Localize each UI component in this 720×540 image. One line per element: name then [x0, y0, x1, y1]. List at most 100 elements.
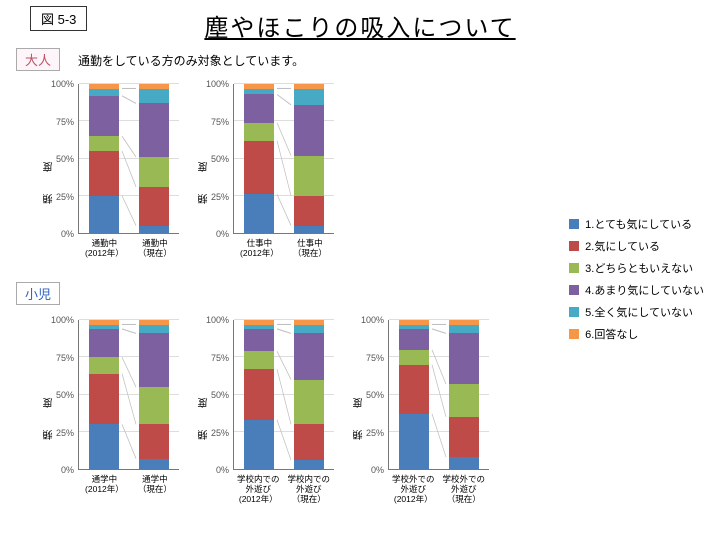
bar-segment: [89, 357, 119, 373]
subnote: 通勤をしている方のみ対象としています。: [78, 52, 304, 69]
legend-swatch: [569, 285, 579, 295]
xlabel: 仕事中 (2012年）: [240, 238, 279, 272]
ytick: 100%: [40, 315, 74, 325]
ytick: 25%: [40, 192, 74, 202]
xlabels: 通勤中 (2012年） 通勤中 （現在）: [78, 238, 179, 272]
bar-segment: [294, 105, 324, 156]
plot-area: [233, 84, 334, 234]
bar-segment: [244, 194, 274, 233]
bar-segment: [89, 424, 119, 469]
ytick: 75%: [195, 117, 229, 127]
legend: 1.とても気にしている 2.気にしている 3.どちらともいえない 4.あまり気にしてい…: [569, 210, 704, 348]
ytick: 50%: [350, 390, 384, 400]
plot-area: [78, 320, 179, 470]
legend-swatch: [569, 219, 579, 229]
xlabel: 学校内での外遊び （現在）: [284, 474, 335, 508]
bar-segment: [399, 329, 429, 350]
chart-adult-commute: 頻 度0%25%50%75%100%通勤中 (2012年）通勤中 （現在）: [40, 72, 185, 272]
bar-segment: [139, 187, 169, 226]
bar-segment: [244, 123, 274, 141]
legend-label: 3.どちらともいえない: [585, 260, 693, 276]
legend-label: 5.全く気にしていない: [585, 304, 693, 320]
xlabels: 仕事中 (2012年） 仕事中 （現在）: [233, 238, 334, 272]
bar-segment: [449, 325, 479, 334]
stacked-bar: [139, 84, 169, 233]
bar-segment: [89, 196, 119, 233]
bar-segment: [449, 333, 479, 384]
ytick: 100%: [40, 79, 74, 89]
bar-segment: [294, 460, 324, 469]
ytick: 50%: [195, 390, 229, 400]
ytick: 0%: [195, 229, 229, 239]
ytick: 75%: [40, 117, 74, 127]
bar-segment: [139, 387, 169, 424]
ytick: 25%: [195, 192, 229, 202]
ytick: 50%: [195, 154, 229, 164]
group-badge-adult: 大人: [16, 48, 60, 71]
ytick: 0%: [195, 465, 229, 475]
stacked-bar: [139, 320, 169, 469]
chart-child-outside: 頻 度0%25%50%75%100%学校外での外遊び (2012年）学校外での外…: [350, 308, 495, 508]
plot-area: [388, 320, 489, 470]
ytick: 0%: [40, 465, 74, 475]
bar-segment: [89, 151, 119, 196]
bar-segment: [294, 196, 324, 226]
ytick: 25%: [350, 428, 384, 438]
xlabel: 通学中 （現在）: [138, 474, 172, 508]
bar-segment: [139, 424, 169, 458]
bar-segment: [244, 141, 274, 195]
bar-segment: [139, 333, 169, 387]
xlabels: 学校内での外遊び (2012年）学校内での外遊び （現在）: [233, 474, 334, 508]
bar-segment: [294, 380, 324, 425]
bar-segment: [139, 89, 169, 104]
chart-adult-work: 頻 度0%25%50%75%100%仕事中 (2012年）仕事中 （現在）: [195, 72, 340, 272]
plot-area: [78, 84, 179, 234]
chart-child-commute: 頻 度0%25%50%75%100%通学中 (2012年）通学中 （現在）: [40, 308, 185, 508]
bar-segment: [139, 157, 169, 187]
stacked-bar: [294, 320, 324, 469]
ytick: 50%: [40, 390, 74, 400]
bar-segment: [89, 89, 119, 96]
xlabel: 通勤中 (2012年）: [85, 238, 124, 272]
legend-item: 3.どちらともいえない: [569, 260, 704, 276]
bar-segment: [89, 136, 119, 151]
ytick: 75%: [40, 353, 74, 363]
legend-label: 2.気にしている: [585, 238, 660, 254]
bar-segment: [294, 89, 324, 105]
ytick: 100%: [195, 79, 229, 89]
bar-segment: [399, 350, 429, 365]
page-title: 塵やほこりの吸入について: [0, 8, 720, 43]
bar-segment: [449, 417, 479, 457]
ytick: 100%: [350, 315, 384, 325]
xlabel: 学校外での外遊び （現在）: [439, 474, 490, 508]
ytick: 0%: [40, 229, 74, 239]
xlabels: 通学中 (2012年）通学中 （現在）: [78, 474, 179, 508]
chart-child-inside: 頻 度0%25%50%75%100%学校内での外遊び (2012年）学校内での外…: [195, 308, 340, 508]
legend-item: 6.回答なし: [569, 326, 704, 342]
xlabels: 学校外での外遊び (2012年）学校外での外遊び （現在）: [388, 474, 489, 508]
xlabel: 仕事中 （現在）: [293, 238, 327, 272]
legend-label: 1.とても気にしている: [585, 216, 692, 232]
legend-swatch: [569, 263, 579, 273]
bar-segment: [294, 333, 324, 379]
bar-segment: [449, 384, 479, 417]
bar-segment: [294, 325, 324, 334]
legend-label: 4.あまり気にしていない: [585, 282, 704, 298]
bar-segment: [244, 369, 274, 420]
xlabel: 通勤中 （現在）: [138, 238, 172, 272]
bar-segment: [294, 424, 324, 460]
bar-segment: [399, 414, 429, 469]
bar-segment: [139, 325, 169, 334]
stacked-bar: [89, 320, 119, 469]
legend-swatch: [569, 241, 579, 251]
ytick: 75%: [195, 353, 229, 363]
plot-area: [233, 320, 334, 470]
group-badge-child: 小児: [16, 282, 60, 305]
bar-segment: [244, 420, 274, 469]
stacked-bar: [244, 320, 274, 469]
bar-segment: [89, 96, 119, 136]
bar-segment: [399, 365, 429, 414]
legend-swatch: [569, 307, 579, 317]
xlabel: 学校内での外遊び (2012年）: [233, 474, 284, 508]
legend-swatch: [569, 329, 579, 339]
